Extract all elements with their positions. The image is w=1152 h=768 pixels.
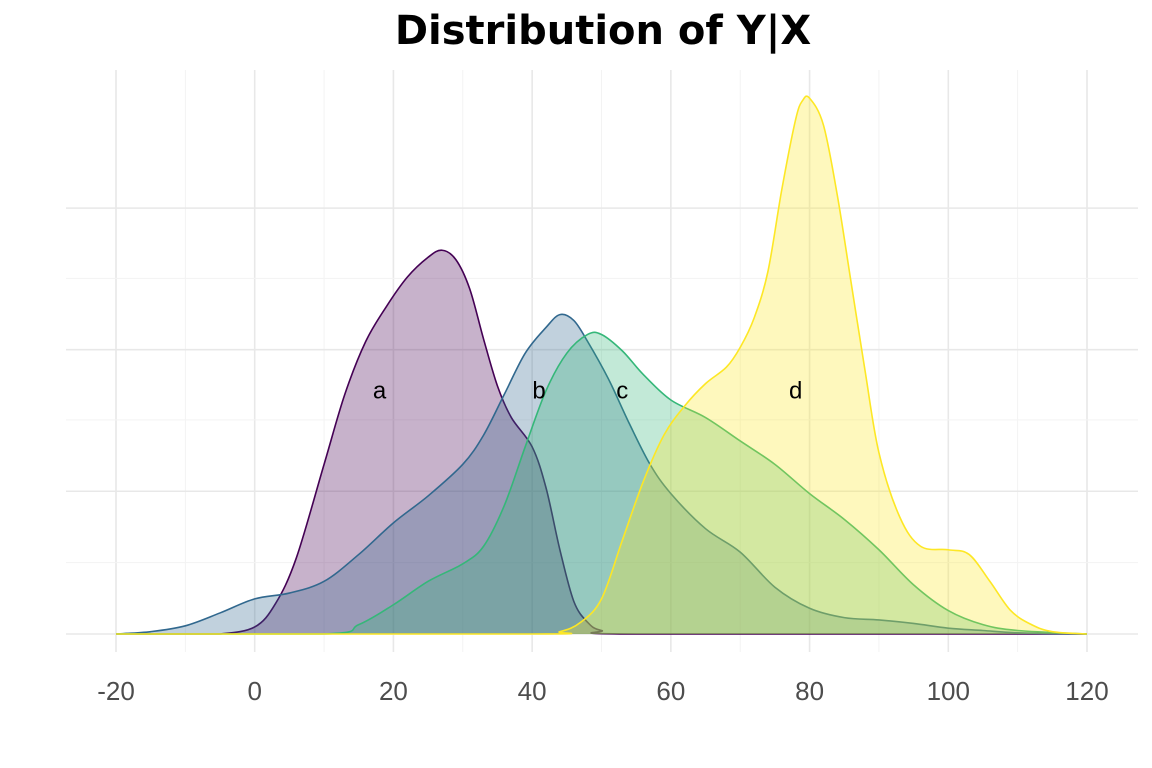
x-tick-label-6: 100 — [927, 676, 970, 706]
density-area-b — [116, 314, 1087, 634]
grid — [66, 70, 1138, 652]
density-area-a — [116, 250, 1087, 634]
x-tick-label-0: -20 — [97, 676, 135, 706]
curve-label-b: b — [532, 378, 545, 405]
chart-title: Distribution of Y|X — [394, 8, 812, 54]
curve-label-d: d — [789, 378, 802, 405]
density-areas — [115, 95, 1088, 635]
x-tick-label-2: 20 — [379, 676, 408, 706]
x-tick-label-7: 120 — [1065, 676, 1108, 706]
curve-label-c: c — [616, 378, 628, 405]
density-line-d — [116, 95, 1088, 635]
curve-label-a: a — [373, 378, 387, 405]
curve-labels: a b c d — [373, 378, 803, 405]
density-line-a — [116, 249, 1087, 635]
density-area-d — [116, 96, 1087, 634]
x-tick-label-4: 60 — [656, 676, 685, 706]
density-line-c — [116, 331, 1088, 635]
density-line-b — [115, 313, 1088, 635]
x-tick-label-5: 80 — [795, 676, 824, 706]
x-tick-label-1: 0 — [247, 676, 261, 706]
x-axis-ticks: -20 0 20 40 60 80 100 120 — [97, 676, 1108, 706]
density-area-c — [116, 332, 1087, 634]
x-tick-label-3: 40 — [518, 676, 547, 706]
